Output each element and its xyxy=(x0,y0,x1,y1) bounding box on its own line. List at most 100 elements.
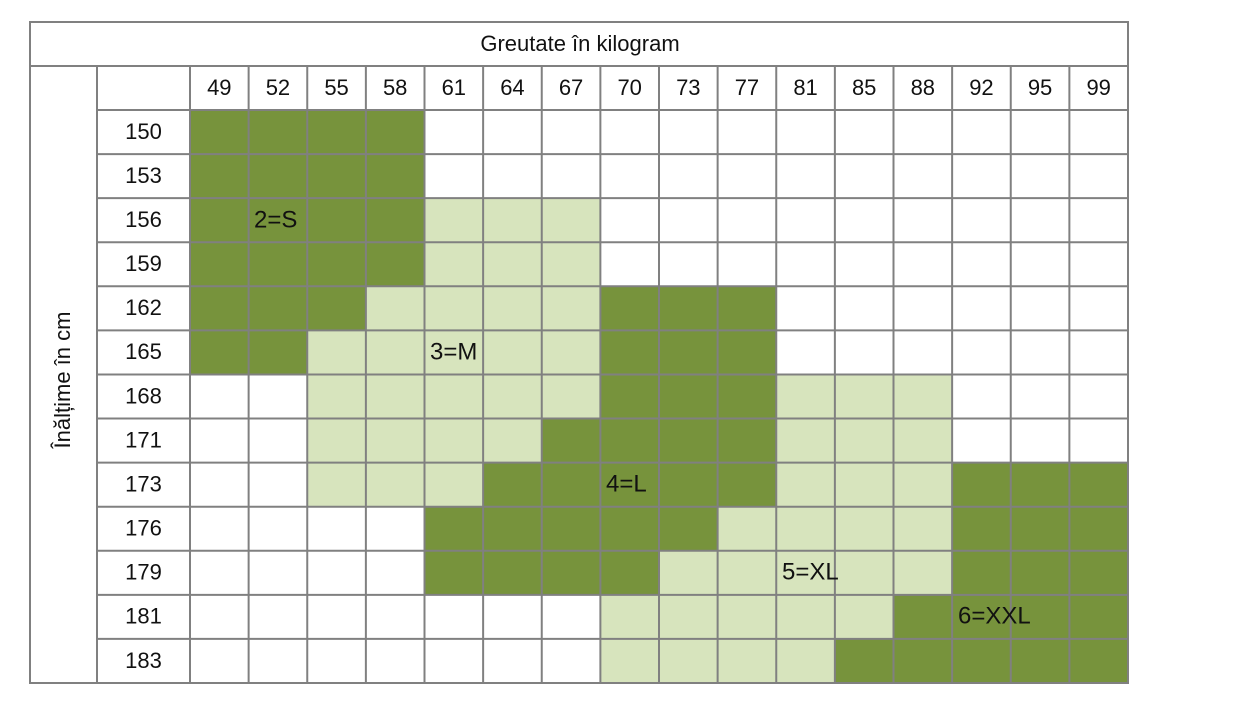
row-header: 159 xyxy=(125,251,162,276)
cell xyxy=(952,418,1011,463)
cell xyxy=(190,242,249,287)
cell xyxy=(1069,286,1128,331)
cell xyxy=(717,198,777,243)
cell xyxy=(1069,330,1128,375)
row-header: 173 xyxy=(125,471,162,496)
cell xyxy=(1069,110,1128,155)
cell xyxy=(776,550,835,595)
cell xyxy=(717,506,777,551)
cell xyxy=(1069,462,1128,507)
cell xyxy=(307,374,366,419)
cell xyxy=(248,286,308,331)
cell xyxy=(541,594,601,639)
zone-label: 4=L xyxy=(606,470,647,497)
cell xyxy=(424,242,484,287)
row-header: 183 xyxy=(125,648,162,673)
title: Greutate în kilogram xyxy=(480,31,679,56)
cell xyxy=(248,550,308,595)
cell xyxy=(1010,242,1070,287)
cell xyxy=(834,594,894,639)
cell xyxy=(776,594,835,639)
cell xyxy=(893,550,953,595)
cell xyxy=(952,550,1011,595)
cell xyxy=(893,462,953,507)
cell xyxy=(424,330,484,375)
cell xyxy=(190,506,249,551)
row-header: 176 xyxy=(125,516,162,541)
cell xyxy=(248,242,308,287)
cell xyxy=(717,594,777,639)
cell xyxy=(1069,198,1128,243)
row-header: 165 xyxy=(125,339,162,364)
cell xyxy=(776,110,835,155)
cell xyxy=(541,418,601,463)
cell xyxy=(952,638,1011,683)
cell xyxy=(307,506,366,551)
cell xyxy=(659,638,718,683)
cell xyxy=(600,330,659,375)
cell xyxy=(659,462,718,507)
column-header: 58 xyxy=(383,75,407,100)
cell xyxy=(307,638,366,683)
cell xyxy=(307,550,366,595)
cell xyxy=(1010,594,1070,639)
cell xyxy=(1010,418,1070,463)
cell xyxy=(248,506,308,551)
cell xyxy=(600,462,659,507)
cell xyxy=(1010,286,1070,331)
cell xyxy=(365,330,425,375)
cell xyxy=(1010,198,1070,243)
cell xyxy=(483,198,542,243)
cell xyxy=(893,242,953,287)
cell xyxy=(307,418,366,463)
cell xyxy=(659,506,718,551)
cell xyxy=(1010,154,1070,199)
column-header: 55 xyxy=(324,75,348,100)
cell xyxy=(952,198,1011,243)
cell xyxy=(659,374,718,419)
cell xyxy=(365,418,425,463)
zone-label: 3=M xyxy=(430,338,477,365)
cell xyxy=(365,506,425,551)
cell xyxy=(190,462,249,507)
cell xyxy=(248,374,308,419)
column-header: 92 xyxy=(969,75,993,100)
cell xyxy=(483,418,542,463)
cell xyxy=(307,330,366,375)
cell xyxy=(365,198,425,243)
cell xyxy=(776,286,835,331)
cell xyxy=(541,286,601,331)
cell xyxy=(600,110,659,155)
cell xyxy=(834,110,894,155)
cell xyxy=(424,506,484,551)
cell xyxy=(365,594,425,639)
cell xyxy=(893,286,953,331)
column-header: 85 xyxy=(852,75,876,100)
cell xyxy=(834,418,894,463)
cell xyxy=(659,550,718,595)
cell xyxy=(776,638,835,683)
column-header: 49 xyxy=(207,75,231,100)
cell xyxy=(424,154,484,199)
cell xyxy=(190,374,249,419)
cell xyxy=(952,110,1011,155)
cell xyxy=(483,638,542,683)
cell xyxy=(776,462,835,507)
cell xyxy=(1010,330,1070,375)
cell xyxy=(365,638,425,683)
cell xyxy=(483,506,542,551)
cell xyxy=(248,330,308,375)
cell xyxy=(893,110,953,155)
cell xyxy=(659,198,718,243)
cell xyxy=(952,154,1011,199)
cell xyxy=(893,330,953,375)
cell xyxy=(541,462,601,507)
cell xyxy=(1069,154,1128,199)
cell xyxy=(893,418,953,463)
cell xyxy=(952,242,1011,287)
cell xyxy=(717,374,777,419)
cell xyxy=(248,154,308,199)
cell xyxy=(424,462,484,507)
cell xyxy=(893,638,953,683)
cell xyxy=(541,154,601,199)
